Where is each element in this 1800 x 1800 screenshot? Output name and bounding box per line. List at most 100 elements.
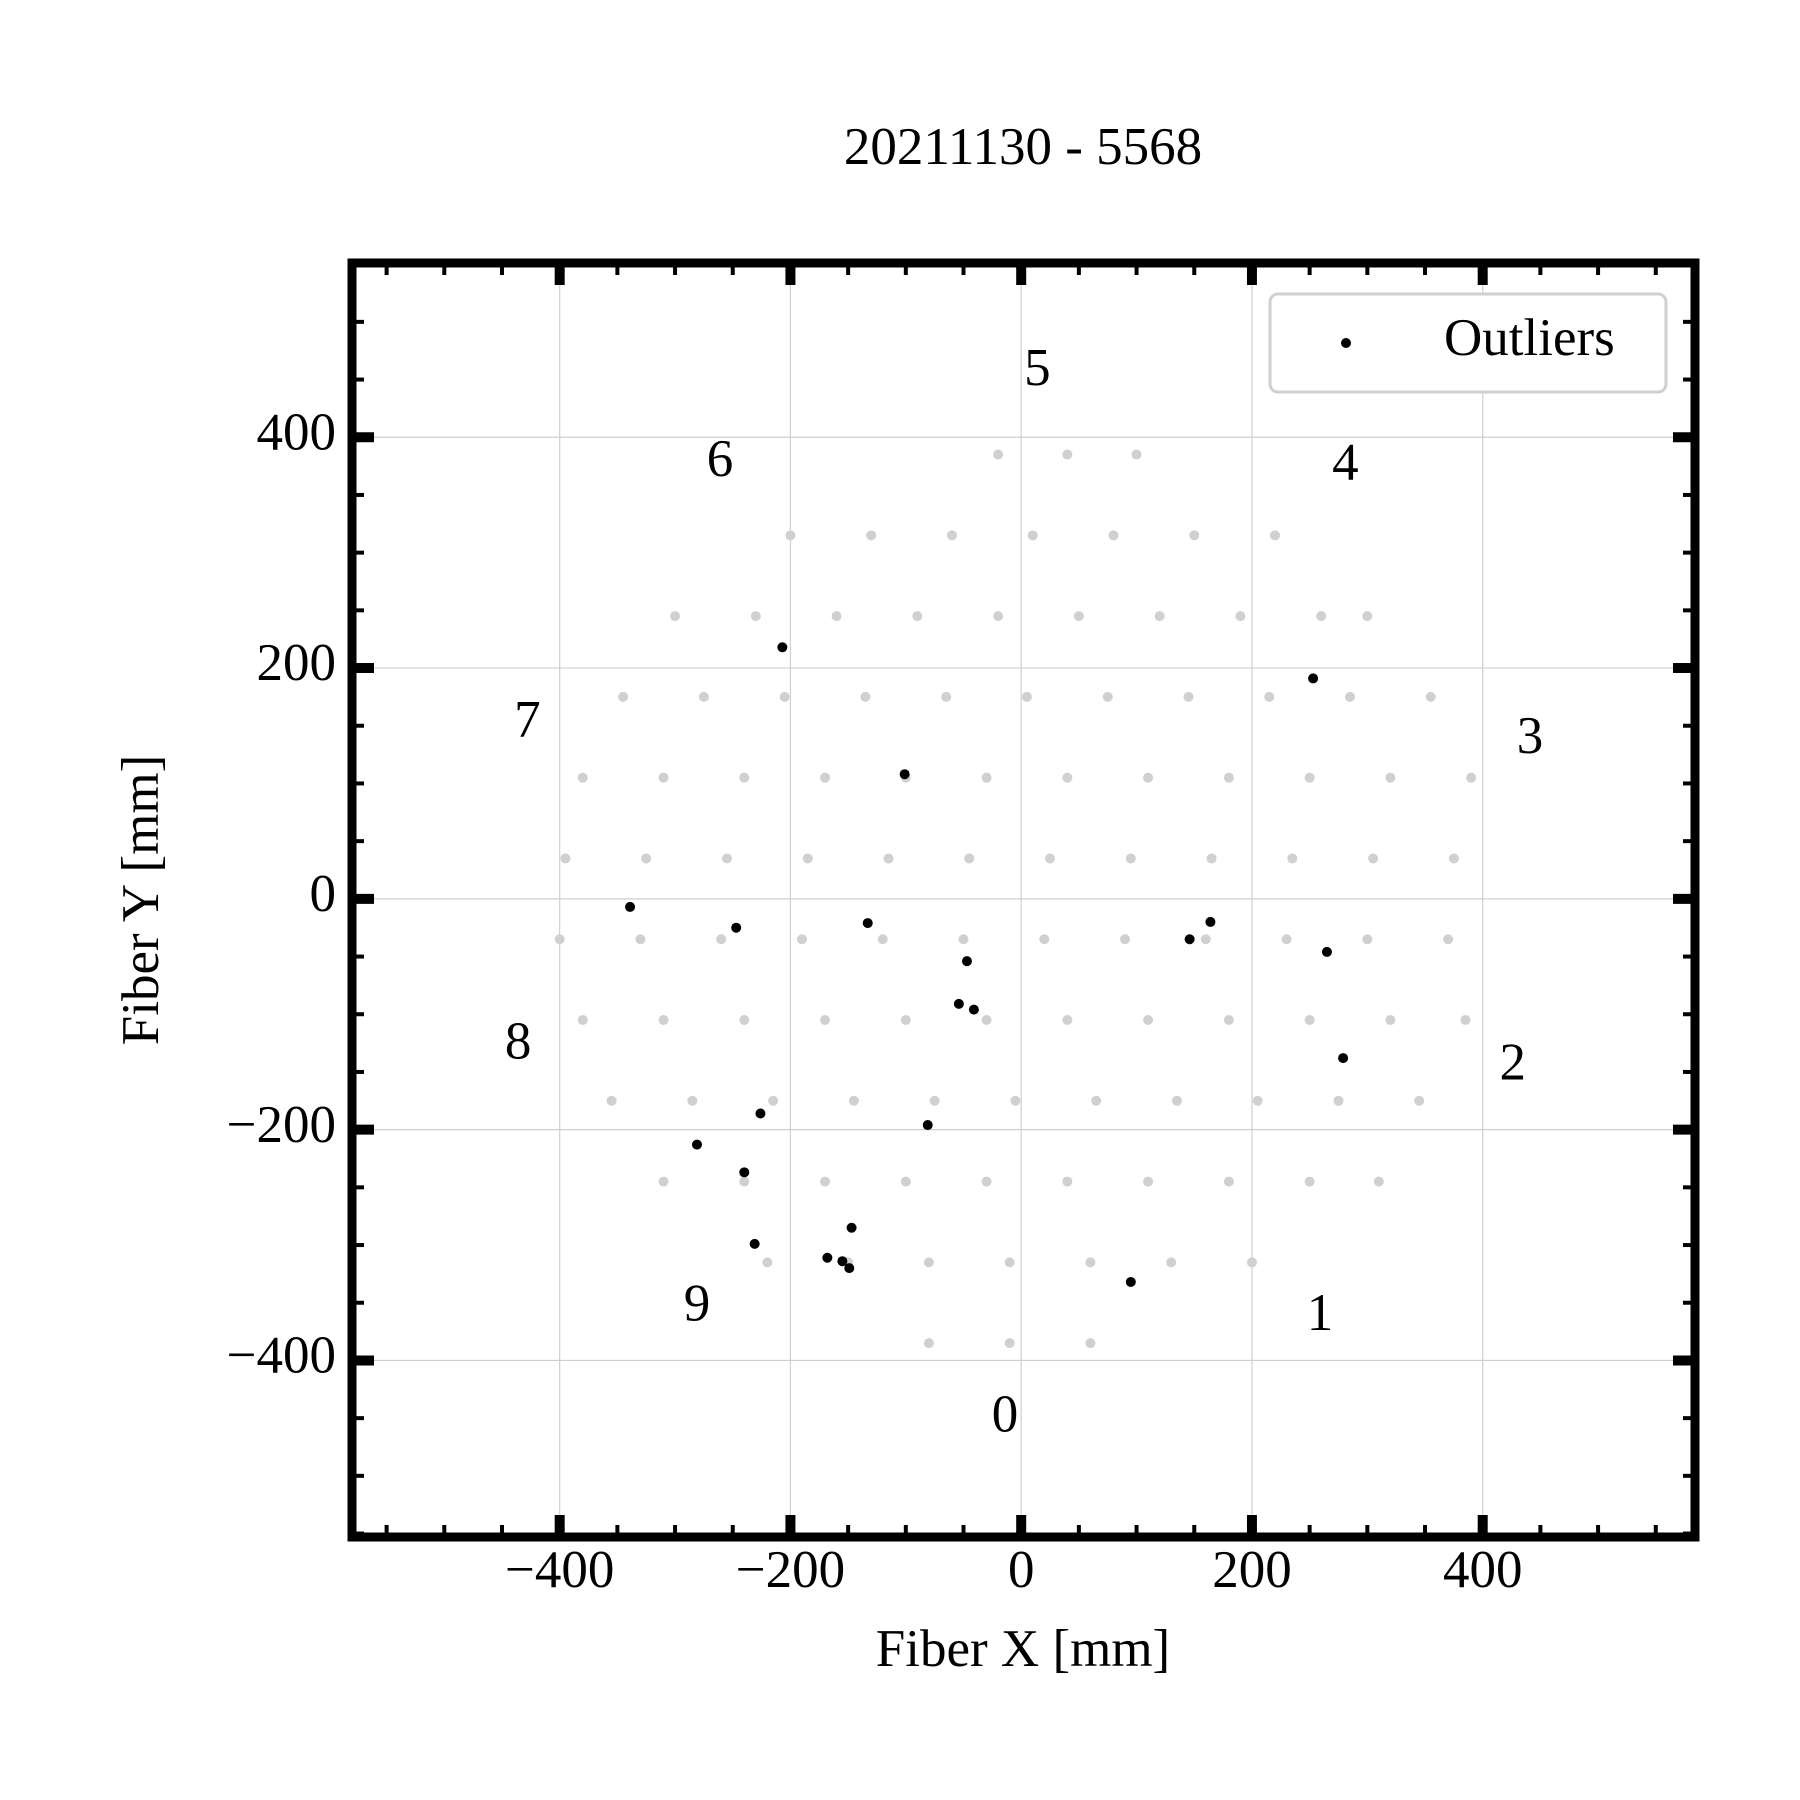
- outlier-point: [1321, 946, 1332, 957]
- fiber-point: [1062, 1176, 1073, 1187]
- outlier-point: [749, 1238, 760, 1249]
- fiber-point: [716, 934, 727, 945]
- fiber-point: [929, 1095, 940, 1106]
- fiber-point: [1448, 853, 1459, 864]
- legend-marker: [1341, 338, 1351, 348]
- x-tick-label: −400: [505, 1541, 614, 1599]
- fiber-point: [900, 1176, 911, 1187]
- petal-label: 2: [1499, 1033, 1526, 1091]
- fiber-point: [1039, 934, 1050, 945]
- fiber-point: [1171, 1095, 1182, 1106]
- outlier-point: [844, 1263, 855, 1274]
- y-tick-label: 0: [310, 865, 337, 923]
- outlier-point: [846, 1222, 857, 1233]
- fiber-point: [866, 530, 877, 541]
- x-tick-label: 200: [1212, 1541, 1292, 1599]
- fiber-point: [1235, 611, 1246, 622]
- fiber-point: [964, 853, 975, 864]
- fiber-point: [923, 1257, 934, 1268]
- outlier-point: [1308, 673, 1319, 684]
- fiber-point: [1345, 691, 1356, 702]
- fiber-point: [687, 1095, 698, 1106]
- fiber-point: [1189, 530, 1200, 541]
- fiber-point: [1021, 691, 1032, 702]
- petal-label: 3: [1517, 707, 1544, 765]
- fiber-point: [739, 772, 750, 783]
- outlier-point: [837, 1256, 848, 1267]
- fiber-point: [796, 934, 807, 945]
- fiber-point: [993, 611, 1004, 622]
- fiber-point: [1223, 1176, 1234, 1187]
- fiber-point: [1131, 449, 1142, 460]
- outlier-point: [731, 922, 742, 933]
- petal-label: 0: [992, 1385, 1019, 1443]
- fiber-point: [1466, 772, 1477, 783]
- fiber-point: [762, 1257, 773, 1268]
- fiber-point: [820, 1015, 831, 1026]
- outlier-point: [777, 642, 788, 653]
- fiber-point: [785, 530, 796, 541]
- fiber-point: [739, 1015, 750, 1026]
- fiber-point: [1414, 1095, 1425, 1106]
- fiber-point: [1027, 530, 1038, 541]
- fiber-point: [981, 1015, 992, 1026]
- fiber-point: [641, 853, 652, 864]
- fiber-point: [1004, 1338, 1015, 1349]
- fiber-point: [877, 934, 888, 945]
- fiber-point: [912, 611, 923, 622]
- outlier-point: [691, 1139, 702, 1150]
- outlier-point: [953, 998, 964, 1009]
- outlier-point: [862, 918, 873, 929]
- legend-label: Outliers: [1444, 309, 1615, 367]
- fiber-point: [658, 772, 669, 783]
- fiber-point: [946, 530, 957, 541]
- fiber-point: [1287, 853, 1298, 864]
- fiber-point: [1108, 530, 1119, 541]
- x-tick-label: 0: [1008, 1541, 1035, 1599]
- x-tick-label: 400: [1443, 1541, 1523, 1599]
- chart-title: 20211130 - 5568: [844, 118, 1202, 176]
- fiber-point: [1373, 1176, 1384, 1187]
- fiber-point: [981, 772, 992, 783]
- fiber-point: [1333, 1095, 1344, 1106]
- fiber-point: [1270, 530, 1281, 541]
- outlier-point: [1125, 1276, 1136, 1287]
- fiber-point: [670, 611, 681, 622]
- outlier-point: [968, 1004, 979, 1015]
- petal-label: 8: [505, 1013, 532, 1071]
- fiber-point: [1252, 1095, 1263, 1106]
- fiber-point: [848, 1095, 859, 1106]
- plot-frame: [347, 258, 1700, 1542]
- fiber-point: [658, 1015, 669, 1026]
- fiber-point: [1062, 1015, 1073, 1026]
- fiber-point: [1460, 1015, 1471, 1026]
- fiber-point: [941, 691, 952, 702]
- outlier-point: [739, 1167, 750, 1178]
- fiber-point: [1281, 934, 1292, 945]
- fiber-point: [698, 691, 709, 702]
- x-tick-label: −200: [736, 1541, 845, 1599]
- fiber-point: [883, 853, 894, 864]
- fiber-point: [1010, 1095, 1021, 1106]
- fiber-point: [1206, 853, 1217, 864]
- fiber-point: [1385, 1015, 1396, 1026]
- fiber-point: [1166, 1257, 1177, 1268]
- fiber-point: [554, 934, 565, 945]
- fiber-point: [577, 772, 588, 783]
- fiber-point: [750, 611, 761, 622]
- fiber-point: [1085, 1257, 1096, 1268]
- outlier-point: [1338, 1053, 1349, 1064]
- fiber-point: [768, 1095, 779, 1106]
- fiber-point: [1085, 1338, 1096, 1349]
- fiber-point: [900, 1015, 911, 1026]
- fiber-point: [1062, 449, 1073, 460]
- fiber-point: [1223, 1015, 1234, 1026]
- fiber-point: [1304, 772, 1315, 783]
- fiber-point: [739, 1176, 750, 1187]
- fiber-point: [721, 853, 732, 864]
- petal-label: 6: [707, 430, 734, 488]
- fiber-point: [1368, 853, 1379, 864]
- outlier-point: [899, 769, 910, 780]
